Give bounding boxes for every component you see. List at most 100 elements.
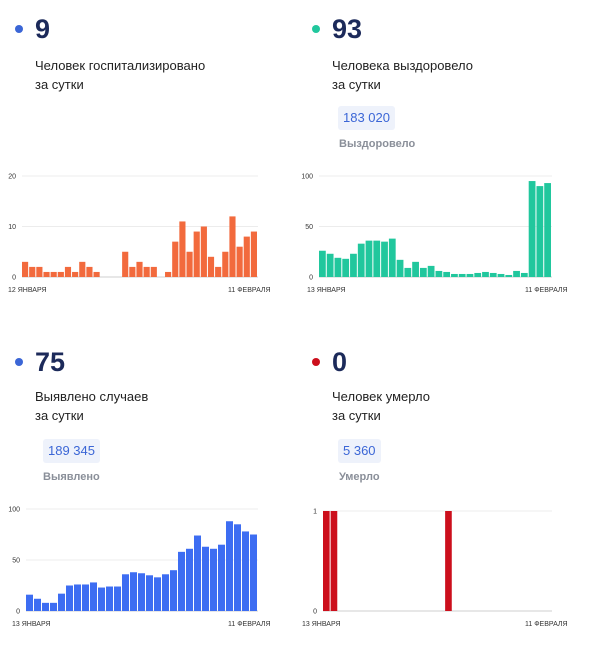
- bar: [326, 253, 334, 277]
- bar: [451, 273, 458, 277]
- died-chart: 0 1 13 ЯНВАРЯ 11 ФЕВРАЛЯ: [302, 509, 568, 629]
- bar: [489, 272, 497, 277]
- bar: [319, 250, 326, 277]
- hospitalized-count: 9: [35, 14, 51, 44]
- bar: [466, 273, 474, 277]
- status-dot-icon: [312, 358, 320, 366]
- bar: [365, 240, 373, 277]
- bar: [250, 231, 257, 277]
- bar: [373, 240, 381, 277]
- bar: [445, 511, 452, 611]
- hospitalized-chart: 0 10 20 12 ЯНВАРЯ 11 ФЕВРАЛЯ: [8, 174, 271, 295]
- recovered-chart: 0 50 100 13 ЯНВАРЯ 11 ФЕВРАЛЯ: [301, 174, 567, 295]
- bar: [396, 259, 404, 277]
- bar: [86, 266, 93, 277]
- detected-label-line1: Выявлено случаев: [35, 389, 149, 404]
- bar: [162, 574, 169, 611]
- died-total-label: Умерло: [339, 471, 380, 483]
- bar: [381, 241, 388, 277]
- bar: [172, 241, 179, 277]
- bar: [236, 246, 243, 277]
- bar: [186, 251, 193, 277]
- bar: [79, 261, 86, 277]
- bar: [165, 271, 172, 277]
- bar: [342, 258, 350, 277]
- detected-total-label: Выявлено: [43, 471, 100, 483]
- recovered-label-line2: за сутки: [332, 77, 381, 92]
- bar: [482, 271, 489, 277]
- bar: [427, 265, 435, 277]
- bar: [536, 186, 544, 277]
- bar: [170, 570, 177, 611]
- bar: [207, 256, 215, 277]
- bar: [42, 602, 49, 611]
- bar: [528, 181, 536, 277]
- x-start-label: 13 ЯНВАРЯ: [302, 621, 341, 628]
- panel-hospitalized: 9 Человек госпитализировано за сутки 0 10…: [0, 0, 290, 320]
- bar: [243, 236, 250, 277]
- bar: [179, 221, 186, 277]
- detected-total: 189 345: [43, 439, 100, 463]
- detected-count: 75: [35, 347, 66, 377]
- bar: [72, 271, 79, 277]
- bar: [350, 253, 357, 277]
- bar: [357, 243, 365, 277]
- detected-label-line2: за сутки: [35, 408, 84, 423]
- bar: [334, 257, 342, 277]
- status-dot-icon: [312, 25, 320, 33]
- x-end-label: 11 ФЕВРАЛЯ: [228, 621, 271, 628]
- bar: [505, 274, 513, 277]
- detected-chart: 0 50 100 13 ЯНВАРЯ 11 ФЕВРАЛЯ: [8, 507, 271, 629]
- bar: [98, 587, 105, 611]
- bar: [129, 266, 136, 277]
- bar: [130, 572, 137, 611]
- bar: [150, 266, 157, 277]
- bar: [82, 584, 89, 611]
- status-dot-icon: [15, 358, 23, 366]
- bar: [226, 521, 233, 611]
- bar: [138, 573, 145, 611]
- bar: [229, 216, 236, 277]
- bar: [43, 271, 50, 277]
- x-end-label: 11 ФЕВРАЛЯ: [525, 621, 568, 628]
- bar: [122, 251, 129, 277]
- bar: [193, 231, 200, 277]
- x-start-label: 13 ЯНВАРЯ: [12, 621, 51, 628]
- bar: [419, 267, 427, 277]
- bar: [218, 544, 225, 611]
- bar: [29, 266, 36, 277]
- bar: [143, 266, 150, 277]
- bar: [34, 598, 41, 611]
- y-tick-label: 100: [301, 174, 313, 181]
- bar: [458, 273, 466, 277]
- bar: [242, 531, 249, 611]
- bar: [22, 261, 29, 277]
- y-tick-label: 1: [313, 509, 317, 516]
- x-end-label: 11 ФЕВРАЛЯ: [228, 287, 271, 294]
- died-label-line1: Человек умерло: [332, 389, 430, 404]
- bar: [114, 586, 121, 611]
- bar: [64, 266, 72, 277]
- bar: [202, 546, 209, 611]
- bar: [178, 551, 185, 611]
- bar: [93, 271, 100, 277]
- bar: [210, 548, 217, 611]
- panel-recovered: 93 Человека выздоровело за сутки 183 020…: [297, 0, 587, 320]
- bar: [50, 602, 57, 611]
- bar: [330, 511, 338, 611]
- bar: [154, 577, 161, 611]
- status-dot-icon: [15, 25, 23, 33]
- y-tick-label: 50: [12, 558, 20, 565]
- bar: [194, 535, 201, 611]
- bar: [404, 267, 412, 277]
- bar: [186, 548, 193, 611]
- recovered-total-label: Выздоровело: [339, 138, 416, 150]
- x-start-label: 12 ЯНВАРЯ: [8, 287, 47, 294]
- recovered-total: 183 020: [338, 106, 395, 130]
- died-count: 0: [332, 347, 348, 377]
- died-total: 5 360: [338, 439, 381, 463]
- bar: [474, 272, 482, 277]
- bar: [90, 582, 97, 611]
- y-tick-label: 50: [305, 224, 313, 231]
- panel-detected: 75 Выявлено случаев за сутки 189 345 Выя…: [0, 333, 290, 653]
